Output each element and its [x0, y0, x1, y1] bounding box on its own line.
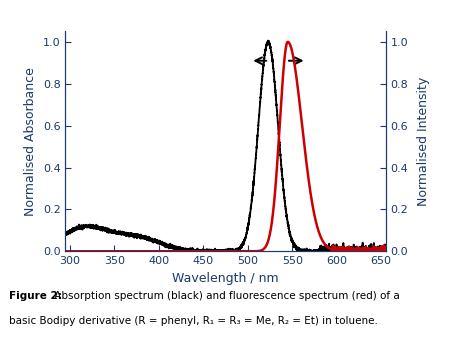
Text: basic Bodipy derivative (R = phenyl, R₁ = R₃ = Me, R₂ = Et) in toluene.: basic Bodipy derivative (R = phenyl, R₁ …	[9, 316, 378, 326]
X-axis label: Wavelength / nm: Wavelength / nm	[172, 272, 279, 285]
Y-axis label: Normalised Intensity: Normalised Intensity	[417, 77, 429, 206]
Y-axis label: Normalised Absorbance: Normalised Absorbance	[24, 67, 37, 216]
Text: Absorption spectrum (black) and fluorescence spectrum (red) of a: Absorption spectrum (black) and fluoresc…	[51, 291, 399, 302]
Text: Figure 2:: Figure 2:	[9, 291, 62, 302]
